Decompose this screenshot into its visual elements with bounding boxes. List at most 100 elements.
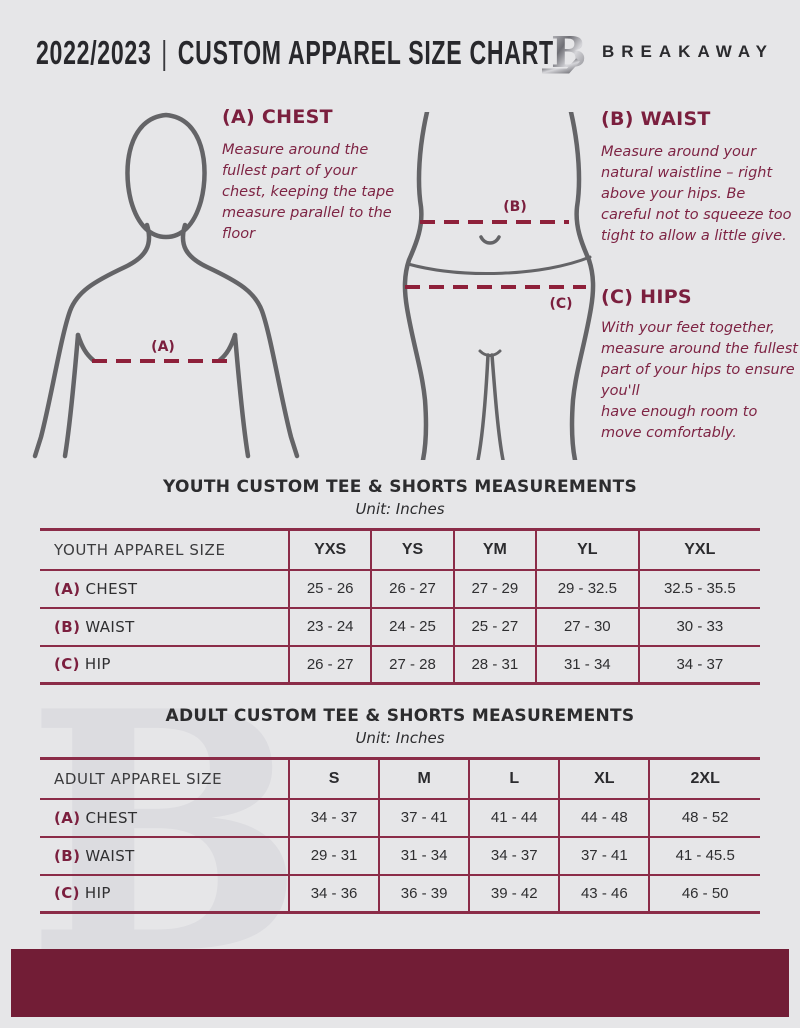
row-label-text: CHEST	[85, 808, 138, 827]
title-divider: |	[161, 34, 169, 71]
youth-table-unit: Unit: Inches	[355, 500, 445, 518]
table-cell: 37 - 41	[378, 798, 470, 838]
hips-section-body: With your feet together, measure around …	[601, 320, 798, 442]
row-label-text: HIP	[84, 884, 111, 903]
lower-body-figure: (B) (C)	[402, 112, 596, 460]
waist-section-heading: (B) WAIST	[601, 108, 711, 130]
row-label-prefix: (C)	[54, 884, 80, 903]
size-column-header: S	[287, 757, 380, 800]
table-cell: 41 - 44	[468, 798, 560, 838]
table-row-waist: (B) WAIST 23 - 24 24 - 25 25 - 27 27 - 30…	[40, 607, 760, 647]
table-cell: 44 - 48	[558, 798, 650, 838]
table-cell: 34 - 37	[637, 645, 760, 685]
title-text: CUSTOM APPAREL SIZE CHART	[177, 34, 554, 71]
table-row-chest: (A) CHEST 25 - 26 26 - 27 27 - 29 29 - 32…	[40, 569, 760, 609]
figure-hip-curve	[406, 255, 592, 276]
hips-section-heading: (C) HIPS	[601, 286, 692, 308]
table-cell: 27 - 29	[452, 569, 536, 609]
table-cell: 43 - 46	[558, 874, 650, 914]
youth-table-title: YOUTH CUSTOM TEE & SHORTS MEASUREMENTS	[162, 477, 638, 497]
row-label: (C) HIP	[40, 874, 289, 914]
figure-left-inner-arm	[62, 332, 81, 459]
table-cell: 24 - 25	[370, 607, 454, 647]
table-cell: 37 - 41	[558, 836, 650, 876]
adult-table-unit: Unit: Inches	[355, 729, 445, 747]
figure-right-shoulder-arm	[180, 222, 300, 459]
size-column-header: YS	[370, 528, 454, 571]
figure-head-outline	[125, 112, 207, 240]
size-column-header: YXL	[637, 528, 760, 571]
size-column-header: XL	[558, 757, 650, 800]
table-header-row: ADULT APPAREL SIZE S M L XL 2XL	[40, 757, 760, 800]
table-row-hip: (C) HIP 34 - 36 36 - 39 39 - 42 43 - 46 4…	[40, 874, 760, 914]
table-row-waist: (B) WAIST 29 - 31 31 - 34 34 - 37 37 - 41…	[40, 836, 760, 876]
table-cell: 36 - 39	[378, 874, 470, 914]
brand-logo: B BREAKAWAY	[540, 26, 774, 78]
table-corner-header: ADULT APPAREL SIZE	[40, 757, 289, 800]
table-cell: 27 - 30	[534, 607, 639, 647]
table-cell: 39 - 42	[468, 874, 560, 914]
size-column-header: L	[468, 757, 560, 800]
table-cell: 34 - 37	[287, 798, 380, 838]
row-label-prefix: (B)	[54, 846, 81, 865]
table-cell: 31 - 34	[534, 645, 639, 685]
table-corner-header: YOUTH APPAREL SIZE	[40, 528, 289, 571]
figure-right-torso-leg	[568, 112, 596, 460]
table-header-row: YOUTH APPAREL SIZE YXS YS YM YL YXL	[40, 528, 760, 571]
figure-right-inner-leg	[490, 353, 505, 460]
figure-navel	[479, 235, 501, 245]
table-cell: 30 - 33	[637, 607, 760, 647]
figure-right-armpit	[217, 332, 238, 363]
row-label-text: CHEST	[85, 579, 138, 598]
title-year: 2022/2023	[36, 34, 152, 71]
adult-table-title: ADULT CUSTOM TEE & SHORTS MEASUREMENTS	[165, 706, 635, 726]
waist-section-body: Measure around your natural waistline – …	[601, 144, 792, 245]
row-label: (B) WAIST	[40, 607, 289, 647]
row-label-text: WAIST	[85, 617, 135, 636]
table-cell: 27 - 28	[370, 645, 454, 685]
waist-figure-label: (B)	[503, 199, 526, 215]
row-label: (C) HIP	[40, 645, 289, 685]
row-label-prefix: (B)	[54, 617, 81, 636]
table-cell: 26 - 27	[370, 569, 454, 609]
table-cell: 34 - 36	[287, 874, 380, 914]
monogram-blade	[542, 58, 580, 74]
figure-crotch-curve	[478, 349, 502, 357]
breakaway-monogram-icon: B	[542, 28, 587, 77]
figure-right-inner-arm	[232, 332, 251, 459]
brand-name: BREAKAWAY	[602, 42, 774, 61]
table-cell: 29 - 32.5	[534, 569, 639, 609]
row-label-prefix: (A)	[54, 579, 81, 598]
adult-size-table: ADULT APPAREL SIZE S M L XL 2XL (A) CHEST…	[40, 757, 760, 914]
row-label-prefix: (C)	[54, 655, 80, 674]
size-column-header: YM	[452, 528, 536, 571]
chest-section-body: Measure around the fullest part of your …	[222, 142, 395, 243]
size-column-header: YXS	[287, 528, 372, 571]
youth-size-table: YOUTH APPAREL SIZE YXS YS YM YL YXL (A) C…	[40, 528, 760, 685]
figure-left-armpit	[75, 332, 96, 363]
figure-left-shoulder-arm	[32, 222, 152, 459]
upper-body-figure: (A)	[32, 112, 300, 459]
table-cell: 25 - 27	[452, 607, 536, 647]
size-column-header: YL	[534, 528, 639, 571]
size-column-header: M	[378, 757, 470, 800]
table-cell: 48 - 52	[648, 798, 760, 838]
row-label-prefix: (A)	[54, 808, 81, 827]
row-label-text: WAIST	[85, 846, 135, 865]
hips-figure-label: (C)	[549, 296, 572, 312]
footer-accent-bar	[11, 949, 789, 1017]
figure-left-torso-leg	[402, 112, 430, 460]
table-cell: 25 - 26	[287, 569, 372, 609]
size-column-header: 2XL	[648, 757, 760, 800]
table-cell: 26 - 27	[287, 645, 372, 685]
figure-left-inner-leg	[476, 353, 490, 460]
table-cell: 29 - 31	[287, 836, 380, 876]
row-label-text: HIP	[84, 655, 111, 674]
table-cell: 23 - 24	[287, 607, 372, 647]
chest-figure-label: (A)	[151, 339, 175, 355]
chest-section-heading: (A) CHEST	[222, 106, 333, 128]
page-title: 2022/2023 | CUSTOM APPAREL SIZE CHART	[36, 34, 553, 72]
table-row-chest: (A) CHEST 34 - 37 37 - 41 41 - 44 44 - 48…	[40, 798, 760, 838]
row-label: (B) WAIST	[40, 836, 289, 876]
